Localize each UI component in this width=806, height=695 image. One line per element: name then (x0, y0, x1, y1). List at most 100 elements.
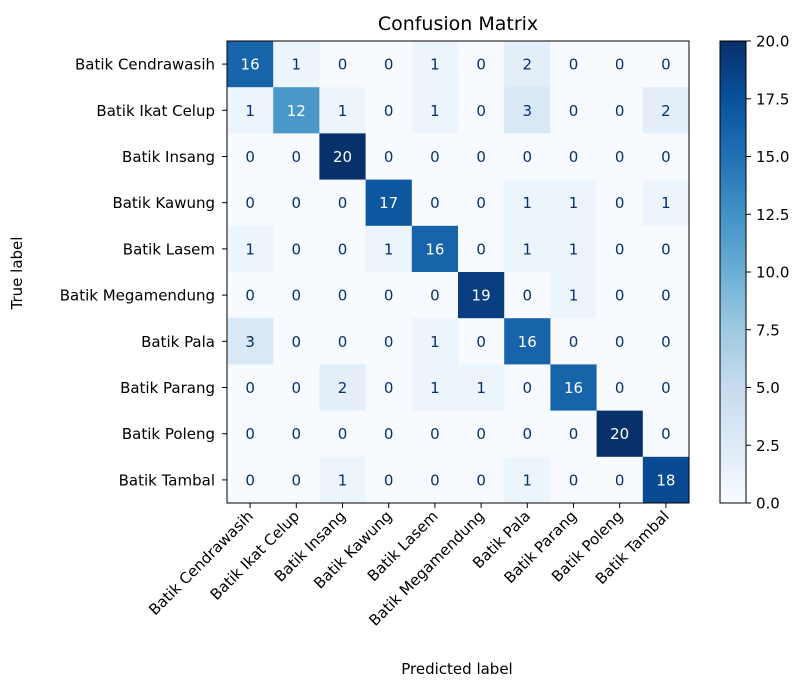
cell-value-label: 1 (292, 56, 302, 74)
cell-value-label: 1 (569, 287, 579, 305)
cell-value-label: 0 (476, 471, 486, 489)
colorbar-tick-label: 7.5 (756, 321, 780, 339)
heatmap-cell (273, 456, 320, 504)
heatmap-cell (319, 225, 367, 273)
colorbar-tick-label: 12.5 (756, 206, 789, 224)
heatmap-cell (642, 133, 690, 181)
y-tick-label: Batik Kawung (112, 194, 215, 212)
cell-value-label: 0 (245, 379, 255, 397)
cell-value-label: 0 (476, 240, 486, 258)
colorbar-tick-label: 0.0 (756, 495, 780, 513)
cell-value-label: 0 (661, 287, 671, 305)
cell-value-label: 17 (379, 194, 398, 212)
heatmap-cell (596, 456, 644, 504)
heatmap-cell (550, 133, 598, 181)
cell-value-label: 1 (476, 379, 486, 397)
cell-value-label: 0 (384, 379, 394, 397)
cell-value-label: 0 (292, 471, 302, 489)
cell-value-label: 0 (245, 194, 255, 212)
y-tick-label: Batik Tambal (119, 471, 215, 489)
heatmap-cell (504, 41, 551, 88)
cell-value-label: 0 (384, 471, 394, 489)
heatmap-cell (227, 133, 274, 181)
cell-value-label: 0 (245, 471, 255, 489)
heatmap-cell (642, 225, 690, 273)
heatmap-cell (550, 272, 598, 319)
cell-value-label: 1 (430, 333, 440, 351)
cell-value-label: 20 (333, 148, 352, 166)
cell-value-label: 0 (615, 240, 625, 258)
cell-value-label: 16 (518, 333, 537, 351)
heatmap-cell (550, 225, 598, 273)
cell-value-label: 1 (338, 102, 348, 120)
colorbar (719, 40, 747, 504)
heatmap-cell (550, 364, 598, 412)
cell-value-label: 0 (430, 148, 440, 166)
cell-value-label: 0 (523, 148, 533, 166)
cell-value-label: 0 (661, 425, 671, 443)
cell-value-label: 12 (287, 102, 306, 120)
heatmap-cell (411, 87, 459, 134)
cell-value-label: 0 (430, 425, 440, 443)
heatmap-cell (227, 41, 274, 88)
cell-value-label: 0 (292, 287, 302, 305)
heatmap-cell (319, 87, 367, 134)
cell-value-label: 0 (476, 194, 486, 212)
cell-value-label: 0 (292, 333, 302, 351)
cell-value-label: 0 (615, 148, 625, 166)
heatmap-cell (596, 133, 644, 181)
cell-value-label: 18 (656, 471, 675, 489)
heatmap-cell (365, 456, 413, 504)
cell-value-label: 3 (523, 102, 533, 120)
cell-value-label: 0 (338, 425, 348, 443)
heatmap-cell (365, 364, 413, 412)
cell-value-label: 2 (661, 102, 671, 120)
y-tick-label: Batik Poleng (122, 425, 215, 443)
cell-value-label: 1 (245, 102, 255, 120)
cell-value-label: 1 (430, 56, 440, 74)
cell-value-label: 0 (569, 471, 579, 489)
heatmap-cell (273, 364, 320, 412)
cell-value-label: 0 (476, 425, 486, 443)
cell-value-label: 0 (523, 287, 533, 305)
heatmap-cell (458, 410, 505, 458)
cell-value-labels: 16 1 0 0 1 0 2 0 0 01 12 1 0 1 0 3 0 0 20 0 20 0 0 0 0 0 0 00 0 0 17 0 0… (241, 56, 676, 490)
heatmap-cell (642, 456, 690, 504)
cell-value-label: 1 (523, 471, 533, 489)
heatmap-cell (411, 272, 459, 319)
cell-value-label: 0 (384, 287, 394, 305)
heatmap-cell (458, 87, 505, 134)
cell-value-label: 0 (661, 56, 671, 74)
heatmap-cell (504, 179, 551, 227)
cell-value-label: 1 (338, 471, 348, 489)
cell-value-label: 0 (338, 240, 348, 258)
cell-value-label: 0 (661, 379, 671, 397)
x-axis-label: Predicted label (401, 660, 512, 678)
heatmap-cell (273, 41, 320, 88)
heatmap-cell (227, 318, 274, 365)
heatmap-cell (596, 272, 644, 319)
heatmap-cell (642, 272, 690, 319)
heatmap-cell (411, 456, 459, 504)
heatmap-cell (411, 364, 459, 412)
heatmap-cell (550, 456, 598, 504)
cell-value-label: 3 (245, 333, 255, 351)
heatmap-cell (319, 272, 367, 319)
heatmap-cell (504, 318, 551, 365)
colorbar-tick-label: 10.0 (756, 264, 789, 282)
cell-value-label: 1 (569, 194, 579, 212)
cell-value-label: 0 (245, 148, 255, 166)
heatmap-cell (596, 225, 644, 273)
cell-value-label: 0 (661, 333, 671, 351)
heatmap-cell (365, 41, 413, 88)
y-tick-label: Batik Insang (122, 148, 215, 166)
heatmap-cell (458, 225, 505, 273)
heatmap-cell (550, 87, 598, 134)
heatmap-cell (550, 410, 598, 458)
cell-value-label: 0 (615, 471, 625, 489)
heatmap-cell (458, 179, 505, 227)
cell-value-label: 0 (615, 194, 625, 212)
heatmap-cell (227, 87, 274, 134)
